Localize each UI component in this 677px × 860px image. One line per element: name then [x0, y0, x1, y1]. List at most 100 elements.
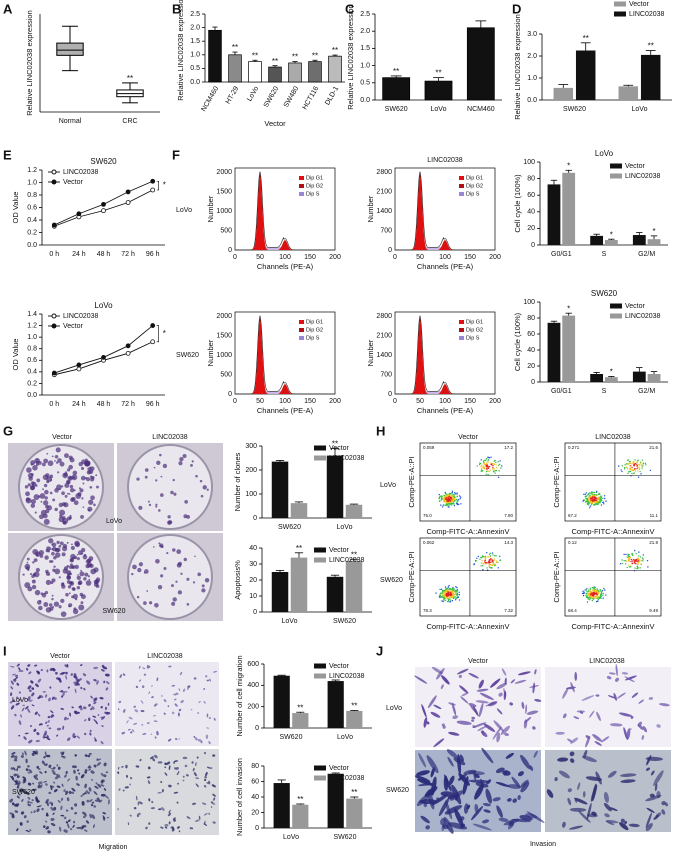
cell — [436, 667, 445, 680]
event — [447, 594, 450, 597]
event — [626, 556, 628, 558]
cell — [209, 678, 211, 682]
colony — [61, 485, 64, 488]
colony — [90, 495, 95, 501]
cell — [56, 764, 59, 767]
cell — [85, 820, 90, 824]
bar — [345, 560, 363, 612]
cell — [176, 801, 179, 804]
event — [457, 595, 459, 598]
y-tick-label: 1.0 — [27, 334, 37, 341]
s-phase — [422, 391, 444, 394]
colony — [25, 497, 30, 502]
cell — [562, 713, 567, 719]
y-tick-label: 500 — [220, 371, 232, 378]
x-tick-label: 24 h — [72, 401, 86, 408]
event — [600, 591, 603, 594]
event — [596, 502, 599, 505]
colony — [52, 498, 56, 502]
x-tick-label: HT-29 — [225, 85, 241, 105]
cell — [67, 737, 71, 741]
cell — [71, 765, 77, 769]
y-tick-label: 80 — [251, 763, 259, 770]
g2-peak — [279, 384, 291, 394]
cell — [10, 686, 14, 690]
cell — [20, 811, 25, 815]
cell — [478, 702, 484, 717]
legend-label: Dip G2 — [306, 327, 323, 333]
cell — [53, 766, 56, 769]
colony — [159, 543, 164, 548]
caption: Migration — [99, 844, 128, 851]
y-axis-label: Relative LINC02038 expression — [513, 14, 522, 119]
colony — [41, 462, 46, 467]
cell — [619, 822, 629, 831]
x-tick-label: LoVo — [246, 85, 260, 102]
cell — [648, 697, 653, 700]
event — [448, 500, 451, 502]
event — [635, 552, 637, 555]
y-tick-label: 0.4 — [27, 369, 37, 376]
cell — [470, 705, 478, 714]
event — [638, 555, 640, 557]
event — [480, 464, 483, 467]
cell — [525, 704, 528, 714]
event — [482, 470, 484, 472]
cell — [583, 749, 588, 759]
cell — [73, 820, 76, 824]
y-axis-label: Number — [206, 339, 215, 366]
event — [595, 600, 598, 603]
cell — [47, 720, 50, 723]
event — [589, 587, 591, 590]
fit-curve — [235, 315, 335, 395]
cell — [15, 702, 20, 706]
cell — [27, 685, 32, 690]
event — [598, 498, 600, 500]
cell — [193, 677, 197, 680]
cell — [57, 800, 61, 803]
event — [633, 468, 636, 470]
cell — [177, 782, 179, 785]
cell — [44, 763, 48, 766]
event — [589, 496, 591, 498]
cell — [71, 787, 76, 792]
y-tick-label: 2000 — [216, 313, 232, 320]
colony — [37, 495, 41, 498]
event — [501, 465, 503, 467]
cell — [45, 827, 49, 830]
event — [482, 460, 485, 462]
cell — [477, 725, 488, 732]
colony — [66, 468, 71, 472]
event — [497, 461, 499, 463]
cell — [182, 688, 186, 692]
cell — [97, 783, 102, 788]
legend-swatch — [314, 775, 326, 781]
colony — [30, 460, 36, 466]
event — [633, 558, 635, 561]
cell — [60, 805, 63, 811]
colony — [67, 573, 70, 576]
cell — [586, 802, 592, 821]
quadrant-value: 67.2 — [568, 513, 577, 518]
significance: * — [163, 181, 166, 190]
cell — [10, 775, 15, 780]
event — [493, 559, 495, 561]
cell — [206, 679, 210, 682]
cell — [606, 675, 612, 680]
colony — [58, 545, 62, 548]
event — [491, 552, 494, 554]
cell — [496, 682, 508, 690]
event — [473, 563, 476, 565]
event — [585, 592, 588, 595]
y-tick-label: 60 — [251, 778, 259, 785]
legend-swatch — [314, 445, 326, 451]
cell — [22, 752, 24, 756]
colony — [186, 577, 190, 581]
colony — [72, 608, 79, 615]
significance: ** — [351, 702, 357, 711]
event — [618, 465, 620, 467]
colony — [70, 545, 75, 551]
bar — [271, 461, 289, 518]
cell — [512, 798, 518, 803]
event — [631, 553, 633, 555]
